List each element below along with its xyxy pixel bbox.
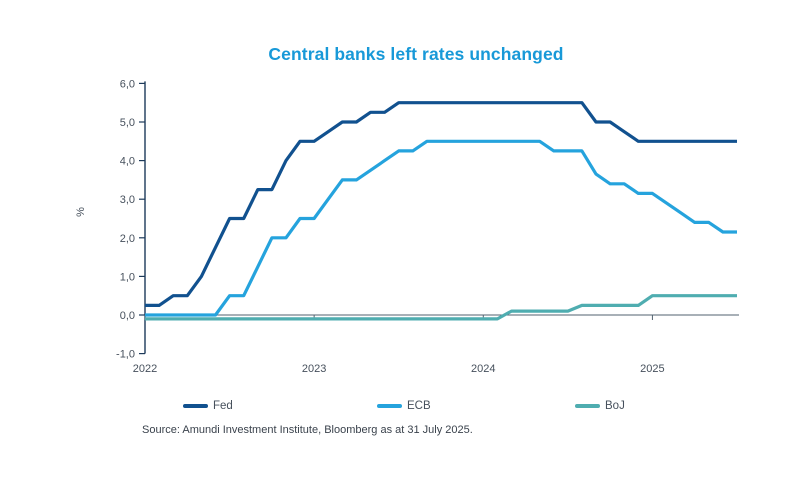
y-tick-label: 1,0	[120, 271, 135, 283]
ecb-legend-label: ECB	[407, 400, 431, 412]
y-tick-label: -1,0	[116, 349, 135, 361]
fed-legend-swatch	[183, 404, 208, 408]
legend-item-ecb: ECB	[377, 399, 431, 413]
y-tick-label: 4,0	[120, 156, 135, 168]
ecb-line	[145, 139, 737, 317]
x-tick-label: 2023	[302, 363, 326, 375]
legend-item-boj: BoJ	[575, 399, 625, 413]
fed-line	[145, 101, 737, 307]
boj-legend-label: BoJ	[605, 400, 625, 412]
source-note: Source: Amundi Investment Institute, Blo…	[142, 424, 473, 436]
boj-line	[145, 294, 737, 321]
y-tick-label: 5,0	[120, 117, 135, 129]
fed-legend-label: Fed	[213, 400, 233, 412]
y-tick-label: 3,0	[120, 194, 135, 206]
x-tick-label: 2024	[471, 363, 495, 375]
x-tick-label: 2025	[640, 363, 664, 375]
chart-title: Central banks left rates unchanged	[268, 44, 564, 64]
y-tick-label: 2,0	[120, 233, 135, 245]
y-tick-label: 6,0	[120, 78, 135, 90]
legend-item-fed: Fed	[183, 399, 233, 413]
ecb-legend-swatch	[377, 404, 402, 408]
x-tick-label: 2022	[133, 363, 157, 375]
boj-legend-swatch	[575, 404, 600, 408]
y-tick-label: 0,0	[120, 310, 135, 322]
